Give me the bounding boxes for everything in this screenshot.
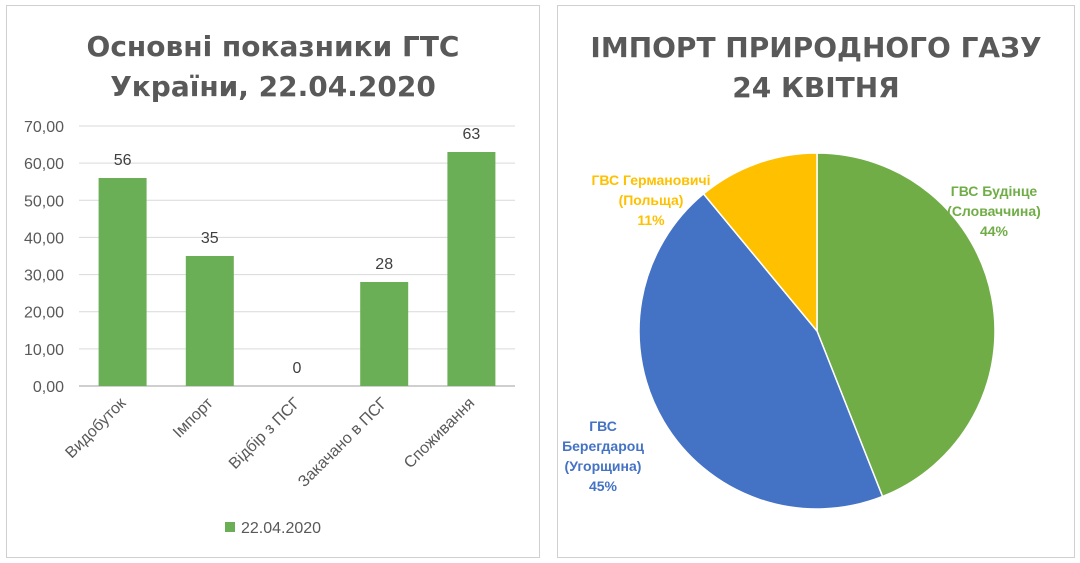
pie-chart-svg: ГВС Будінце (Словаччина) 44% ГВС Берегдароц (… — [562, 152, 1041, 510]
pie-slice-label: ГВС — [589, 418, 617, 434]
pie-slice-label: (Угорщина) — [565, 458, 642, 474]
y-tick-label: 50,00 — [24, 193, 64, 210]
y-tick-label: 70,00 — [24, 119, 64, 136]
bar-chart-title-line1: Основні показники ГТС — [86, 30, 460, 63]
x-tick-label: Відбір з ПСГ — [226, 395, 304, 473]
data-label: 35 — [201, 230, 219, 247]
pie-slice-label: (Польща) — [619, 192, 684, 208]
y-tick-label: 10,00 — [24, 342, 64, 359]
bar — [98, 178, 147, 386]
x-tick-label: Споживання — [401, 395, 478, 472]
y-tick-label: 60,00 — [24, 156, 64, 173]
pie-chart-title: ІМПОРТ ПРИРОДНОГО ГАЗУ 24 КВІТНЯ — [558, 28, 1074, 108]
pie-slice-percent: 44% — [980, 223, 1009, 239]
bar — [447, 152, 496, 386]
pie-slice — [702, 152, 818, 334]
bar-chart-panel: Основні показники ГТС України, 22.04.202… — [6, 5, 540, 558]
y-tick-label: 40,00 — [24, 230, 64, 247]
pie-slice-percent: 45% — [589, 478, 618, 494]
pie-chart-panel: ІМПОРТ ПРИРОДНОГО ГАЗУ 24 КВІТНЯ ГВС Буд… — [557, 5, 1075, 558]
data-label: 0 — [293, 360, 302, 377]
pie-chart-title-line1: ІМПОРТ ПРИРОДНОГО ГАЗУ — [590, 31, 1042, 64]
bar-chart-title-line2: України, 22.04.2020 — [110, 70, 436, 103]
legend-label: 22.04.2020 — [241, 520, 321, 537]
y-tick-label: 20,00 — [24, 305, 64, 322]
data-label: 63 — [463, 126, 481, 143]
x-tick-label: Закачано в ПСГ — [295, 395, 391, 491]
data-label: 28 — [375, 256, 393, 273]
pie-slice-percent: 11% — [637, 212, 665, 228]
y-tick-label: 30,00 — [24, 268, 64, 285]
legend-swatch — [225, 522, 235, 532]
bar — [360, 282, 409, 386]
pie-chart-title-line2: 24 КВІТНЯ — [732, 71, 900, 104]
y-tick-label: 0,00 — [33, 379, 64, 396]
pie-slice — [638, 192, 884, 510]
bar-chart-title: Основні показники ГТС України, 22.04.202… — [7, 27, 539, 107]
pie-slice-label: ГВС Германовичі — [591, 172, 710, 188]
x-tick-label: Імпорт — [170, 394, 217, 441]
bar — [185, 256, 234, 386]
pie-slice-label: (Словаччина) — [947, 203, 1041, 219]
pie-slice — [816, 152, 996, 498]
bar-chart-svg: 0,00 10,00 20,00 30,00 40,00 50,00 60,00 70,00 5… — [24, 119, 515, 537]
pie-slice-label: ГВС Будінце — [951, 183, 1038, 199]
pie-slice-label: Берегдароц — [562, 438, 644, 454]
x-tick-label: Видобуток — [62, 394, 130, 462]
data-label: 56 — [114, 152, 132, 169]
